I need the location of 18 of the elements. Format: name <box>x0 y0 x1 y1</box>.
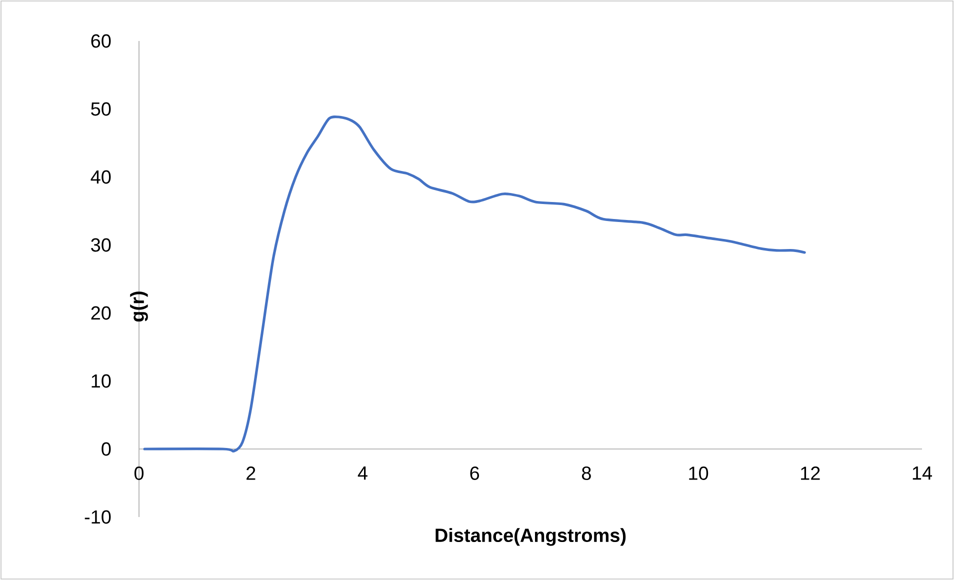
x-tick-label: 0 <box>134 466 144 480</box>
y-axis-title: g(r) <box>130 292 148 322</box>
x-tick-label: 2 <box>246 466 256 480</box>
x-axis-title: Distance(Angstroms) <box>436 528 626 546</box>
x-tick-label: 12 <box>801 466 820 480</box>
y-tick-label: -10 <box>84 510 111 524</box>
y-tick-label: 40 <box>90 170 111 184</box>
x-tick-label: 14 <box>912 466 932 480</box>
y-tick-label: 50 <box>91 102 111 116</box>
x-tick-label: 4 <box>358 466 368 480</box>
x-tick-label: 6 <box>470 466 480 480</box>
y-tick-label: 0 <box>102 442 111 456</box>
y-tick-label: 20 <box>91 306 111 320</box>
x-tick-label: 8 <box>582 466 591 480</box>
y-tick-label: 10 <box>92 374 111 388</box>
y-tick-label: 30 <box>91 238 111 252</box>
x-tick-label: 10 <box>689 466 708 480</box>
y-tick-label: 60 <box>91 34 111 48</box>
